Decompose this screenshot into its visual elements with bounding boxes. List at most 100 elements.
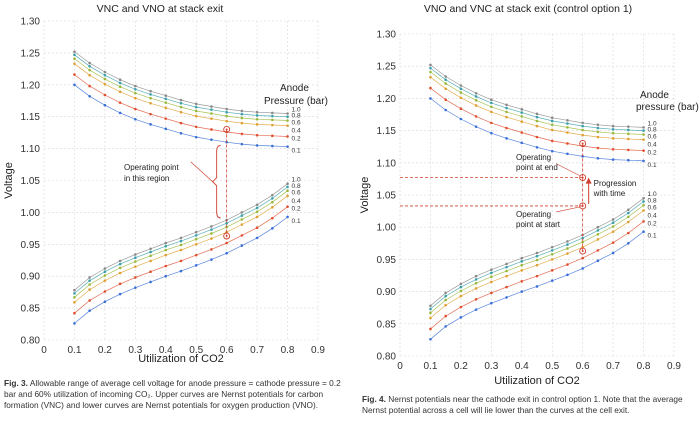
data-point xyxy=(550,249,554,252)
data-point xyxy=(550,149,554,153)
data-point xyxy=(535,135,539,139)
data-point xyxy=(444,314,447,318)
data-point xyxy=(73,288,76,292)
data-point xyxy=(520,131,524,134)
data-point xyxy=(611,124,615,128)
data-point xyxy=(611,221,615,224)
data-point xyxy=(474,91,478,95)
data-point xyxy=(286,115,289,118)
data-point xyxy=(210,138,213,141)
data-point xyxy=(255,133,259,137)
data-point xyxy=(73,322,76,325)
data-point xyxy=(596,130,600,134)
pressure-label: 0.8 xyxy=(292,183,301,190)
data-point xyxy=(286,194,289,198)
data-point xyxy=(566,131,569,134)
data-point xyxy=(566,273,569,277)
data-point xyxy=(179,102,183,105)
data-point xyxy=(429,75,432,79)
x-axis-label: Utilization of CO2 xyxy=(138,353,224,365)
data-point xyxy=(73,57,76,60)
chart-right: 0.800.850.900.951.001.051.101.151.201.25… xyxy=(359,3,699,387)
data-point xyxy=(490,98,493,101)
x-tick-label: 0 xyxy=(41,345,47,356)
annotation-text: point at start xyxy=(516,220,561,229)
data-point xyxy=(520,141,524,145)
data-point xyxy=(271,123,274,127)
caption-label: Fig. 4. xyxy=(362,394,386,404)
data-point xyxy=(566,142,569,145)
x-tick-label: 0.9 xyxy=(311,345,325,356)
data-point xyxy=(88,279,91,282)
data-point xyxy=(490,275,493,279)
data-point xyxy=(642,129,645,132)
data-point xyxy=(596,232,600,236)
data-point xyxy=(474,104,478,107)
data-point xyxy=(240,223,244,226)
x-tick-label: 0.5 xyxy=(189,345,203,356)
data-point xyxy=(642,196,645,200)
pressure-label: 1.0 xyxy=(292,177,301,184)
data-point xyxy=(240,142,244,146)
data-point xyxy=(286,135,289,138)
data-point xyxy=(149,250,152,254)
data-point xyxy=(134,256,137,259)
data-point xyxy=(611,241,615,244)
data-point xyxy=(134,260,137,263)
data-point xyxy=(520,260,524,263)
operating-point-marker xyxy=(579,202,587,210)
data-point xyxy=(459,282,463,286)
data-point xyxy=(474,95,478,98)
data-point xyxy=(149,280,152,284)
data-point xyxy=(566,126,569,129)
data-point xyxy=(566,152,569,156)
data-point xyxy=(459,96,463,100)
data-point xyxy=(73,83,76,87)
data-point xyxy=(535,146,539,149)
pressure-label: 0.8 xyxy=(648,197,657,204)
data-point xyxy=(505,285,508,289)
data-point xyxy=(118,266,122,270)
pressure-label: 0.1 xyxy=(292,218,301,225)
y-tick-label: 1.10 xyxy=(21,144,41,155)
data-point xyxy=(642,133,645,136)
data-point xyxy=(88,68,91,72)
data-point xyxy=(210,117,213,120)
data-point xyxy=(225,241,228,245)
operating-limit-marker xyxy=(223,126,231,133)
data-point xyxy=(194,114,198,118)
data-point xyxy=(581,267,584,270)
data-point xyxy=(103,103,107,107)
operating-limit-marker xyxy=(225,128,228,131)
data-point xyxy=(225,119,228,123)
data-point xyxy=(103,70,107,74)
data-point xyxy=(88,84,91,88)
data-point xyxy=(550,123,554,127)
data-point xyxy=(596,146,600,150)
data-point xyxy=(505,115,508,119)
data-point xyxy=(611,137,615,140)
pressure-label: 0.1 xyxy=(648,162,657,169)
data-point xyxy=(627,242,630,245)
pressure-label: 0.6 xyxy=(292,190,301,197)
data-point xyxy=(505,110,508,114)
data-point xyxy=(627,132,630,136)
data-point xyxy=(550,128,554,132)
data-point xyxy=(490,121,493,125)
data-point xyxy=(505,296,508,299)
data-point xyxy=(88,283,91,286)
data-point xyxy=(149,112,152,116)
data-point xyxy=(474,274,478,278)
data-point xyxy=(103,93,107,97)
data-point xyxy=(210,112,213,115)
data-point xyxy=(194,105,198,109)
data-point xyxy=(286,189,289,193)
data-point xyxy=(627,158,630,162)
data-point xyxy=(444,98,447,101)
operating-limit-marker xyxy=(225,235,228,238)
data-point xyxy=(459,91,463,94)
data-point xyxy=(444,75,447,78)
data-point xyxy=(459,305,463,309)
data-point xyxy=(210,105,213,108)
data-point xyxy=(134,87,137,91)
